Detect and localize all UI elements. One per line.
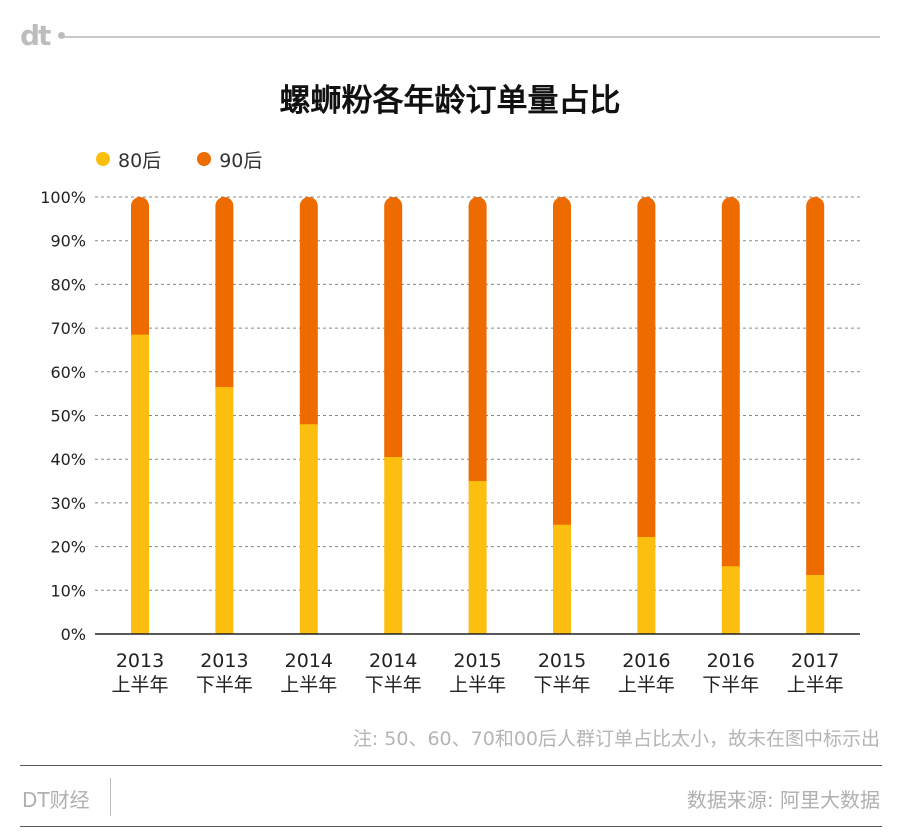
bar-segment-90s xyxy=(806,197,825,585)
legend-swatch-80s xyxy=(96,152,110,166)
y-tick-label: 0% xyxy=(61,625,86,644)
bar-segment-90s xyxy=(468,197,487,491)
y-tick-label: 20% xyxy=(50,538,86,557)
x-category-year: 2015 xyxy=(538,650,586,672)
x-category-half: 上半年 xyxy=(280,674,337,696)
bar-segment-90s xyxy=(384,197,403,467)
header-logo-row: dt xyxy=(20,22,882,52)
x-category-year: 2014 xyxy=(285,650,333,672)
bar-segment-80s xyxy=(806,575,825,634)
brand-name: DT财经 xyxy=(22,788,90,812)
footer-divider-top xyxy=(20,765,882,766)
y-tick-label: 60% xyxy=(50,363,86,382)
bar-segment-80s xyxy=(468,481,487,634)
chart-bars xyxy=(131,197,825,634)
footer-divider-bottom xyxy=(20,826,882,827)
legend-label-80s: 80后 xyxy=(118,149,162,172)
x-category-year: 2014 xyxy=(369,650,417,672)
y-axis-ticks: 0% 10% 20% 30% 40% 50% 60% 70% 80% 90% 100% xyxy=(40,188,86,644)
bar-segment-80s xyxy=(553,524,571,634)
x-category-half: 下半年 xyxy=(196,674,253,696)
x-category-year: 2016 xyxy=(707,650,755,672)
bar-segment-90s xyxy=(131,197,149,344)
footnote: 注: 50、60、70和00后人群订单占比太小，故未在图中标示出 xyxy=(352,728,880,750)
x-category-half: 上半年 xyxy=(111,674,168,696)
legend-swatch-90s xyxy=(197,152,212,166)
x-axis-labels: 2013上半年2013下半年2014上半年2014下半年2015上半年2015下… xyxy=(111,650,843,696)
y-tick-label: 50% xyxy=(50,407,86,426)
dt-logo: dt xyxy=(20,19,51,52)
x-category-half: 上半年 xyxy=(618,674,675,696)
bar-segment-80s xyxy=(131,334,149,634)
x-category-year: 2016 xyxy=(622,650,670,672)
stacked-bar-chart: 0%10%20%30%40%50%60%70%80%90%100% 2013上半… xyxy=(40,188,860,696)
bar-segment-90s xyxy=(721,197,740,576)
legend-item-80s: 80后 xyxy=(96,146,161,173)
chart-legend: 80后 90后 xyxy=(96,144,298,174)
x-category-half: 上半年 xyxy=(449,674,506,696)
bar-segment-90s xyxy=(215,197,234,397)
bar-segment-80s xyxy=(299,424,318,634)
bar-segment-90s xyxy=(299,197,318,434)
bar-segment-80s xyxy=(215,387,234,634)
legend-item-90s: 90后 xyxy=(197,146,262,173)
y-tick-label: 70% xyxy=(50,319,86,338)
logo-dot-icon xyxy=(58,32,65,39)
y-tick-label: 90% xyxy=(50,232,86,251)
legend-label-90s: 90后 xyxy=(219,149,263,172)
y-tick-label: 80% xyxy=(50,275,86,294)
bar-segment-80s xyxy=(721,566,740,634)
y-tick-label: 40% xyxy=(50,450,86,469)
x-category-half: 上半年 xyxy=(787,674,844,696)
x-category-year: 2015 xyxy=(453,650,501,672)
y-tick-label: 100% xyxy=(40,188,86,207)
x-category-year: 2017 xyxy=(791,650,839,672)
x-category-half: 下半年 xyxy=(365,674,422,696)
y-tick-label: 30% xyxy=(50,494,86,513)
x-category-half: 下半年 xyxy=(702,674,759,696)
brand-separator xyxy=(110,778,111,816)
x-category-year: 2013 xyxy=(200,650,248,672)
bar-segment-90s xyxy=(553,197,571,534)
x-category-year: 2013 xyxy=(116,650,164,672)
bar-segment-80s xyxy=(637,536,656,634)
y-tick-label: 10% xyxy=(50,581,86,600)
data-source: 数据来源: 阿里大数据 xyxy=(686,788,880,812)
header-divider xyxy=(64,36,880,38)
bar-segment-90s xyxy=(637,197,656,546)
x-category-half: 下半年 xyxy=(533,674,590,696)
chart-title: 螺蛳粉各年龄订单量占比 xyxy=(279,83,621,119)
bar-segment-80s xyxy=(384,457,403,634)
